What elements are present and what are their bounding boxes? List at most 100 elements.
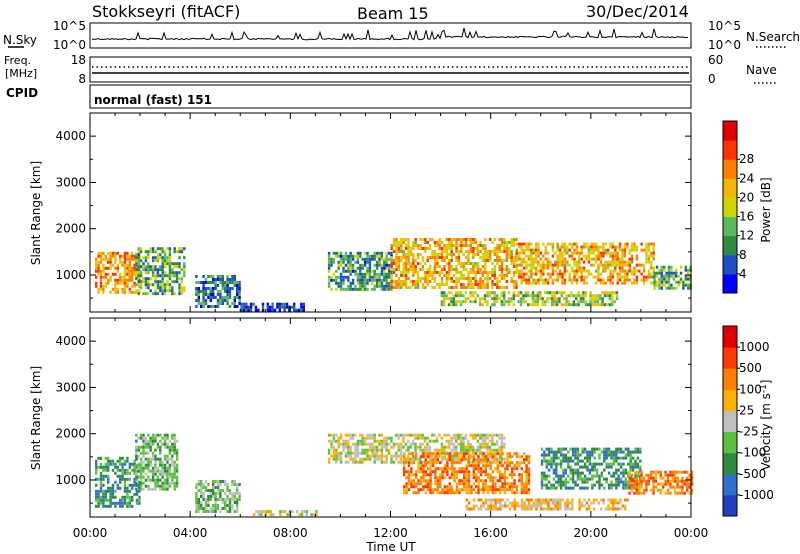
echo-cell: [575, 294, 578, 298]
echo-cell: [204, 281, 208, 284]
echo-cell: [102, 468, 105, 472]
echo-cell: [552, 477, 556, 481]
echo-cell: [609, 498, 612, 502]
echo-cell: [573, 257, 576, 261]
echo-cell: [542, 498, 545, 502]
echo-cell: [161, 268, 164, 272]
echo-cell: [383, 436, 386, 440]
echo-cell: [551, 300, 554, 304]
echo-cell: [622, 450, 625, 454]
echo-cell: [527, 254, 531, 258]
echo-cell: [443, 283, 446, 286]
echo-cell: [549, 498, 552, 502]
echo-cell: [484, 455, 487, 459]
echo-cell: [457, 244, 461, 247]
echo-cell: [156, 466, 160, 470]
echo-cell: [488, 250, 492, 253]
echo-cell: [587, 272, 591, 276]
echo-cell: [221, 281, 224, 284]
colorbar-swatch: [723, 389, 737, 411]
echo-cell: [151, 475, 155, 479]
echo-cell: [404, 271, 408, 274]
echo-cell: [479, 470, 483, 474]
echo-cell: [214, 278, 217, 281]
echo-cell: [642, 491, 646, 495]
colorbar-tick-label: 8: [739, 248, 747, 262]
echo-cell: [445, 294, 448, 298]
echo-cell: [621, 275, 624, 279]
echo-cell: [593, 447, 596, 451]
echo-cell: [561, 263, 564, 267]
echo-cell: [547, 447, 551, 451]
echo-cell: [567, 303, 571, 307]
echo-cell: [621, 269, 624, 273]
echo-cell: [498, 265, 501, 268]
echo-cell: [579, 459, 582, 463]
echo-cell: [498, 433, 501, 437]
echo-cell: [475, 491, 478, 495]
echo-cell: [395, 286, 398, 289]
echo-cell: [149, 460, 152, 464]
echo-cell: [144, 280, 148, 284]
echo-cell: [484, 253, 487, 256]
echo-cell: [405, 491, 408, 495]
echo-cell: [666, 479, 670, 483]
echo-cell: [599, 303, 602, 307]
echo-cell: [431, 464, 435, 468]
echo-cell: [630, 272, 634, 276]
echo-cell: [371, 454, 374, 458]
echo-cell: [168, 481, 172, 485]
echo-cell: [349, 260, 352, 264]
echo-cell: [495, 433, 499, 437]
echo-cell: [156, 253, 160, 257]
echo-cell: [459, 445, 463, 449]
echo-cell: [486, 300, 489, 304]
echo-cell: [171, 454, 174, 458]
echo-cell: [555, 468, 558, 472]
echo-cell: [573, 278, 576, 282]
echo-cell: [570, 245, 574, 249]
echo-cell: [622, 462, 625, 466]
echo-cell: [569, 465, 572, 469]
echo-cell: [503, 297, 506, 301]
echo-cell: [457, 271, 461, 274]
echo-cell: [347, 287, 350, 291]
echo-cell: [665, 277, 668, 281]
echo-cell: [195, 293, 198, 296]
echo-cell: [332, 272, 336, 276]
echo-cell: [654, 473, 658, 477]
echo-cell: [123, 498, 127, 502]
echo-cell: [474, 460, 477, 464]
echo-cell: [159, 472, 162, 476]
echo-cell: [339, 284, 343, 288]
x-tick-label: 00:00: [674, 526, 709, 540]
echo-cell: [675, 286, 678, 290]
echo-cell: [513, 504, 516, 508]
echo-cell: [147, 487, 150, 491]
echo-cell: [616, 251, 619, 255]
echo-cell: [592, 245, 595, 249]
echo-cell: [563, 245, 567, 249]
echo-cell: [119, 501, 122, 505]
echo-cell: [633, 491, 636, 495]
echo-cell: [498, 247, 501, 250]
echo-cell: [415, 482, 418, 486]
echo-cell: [460, 262, 463, 265]
echo-cell: [611, 254, 615, 258]
echo-cell: [339, 454, 343, 458]
echo-cell: [658, 271, 661, 275]
echo-cell: [512, 283, 516, 286]
echo-cell: [441, 455, 444, 459]
echo-cell: [483, 451, 487, 455]
echo-cell: [135, 489, 139, 493]
echo-cell: [575, 269, 579, 273]
echo-cell: [138, 498, 141, 502]
echo-cell: [650, 275, 653, 279]
echo-cell: [574, 447, 577, 451]
echo-cell: [484, 244, 487, 247]
echo-cell: [226, 486, 229, 489]
echo-cell: [434, 461, 437, 465]
echo-cell: [147, 292, 150, 296]
echo-cell: [575, 272, 579, 276]
echo-cell: [503, 303, 506, 307]
